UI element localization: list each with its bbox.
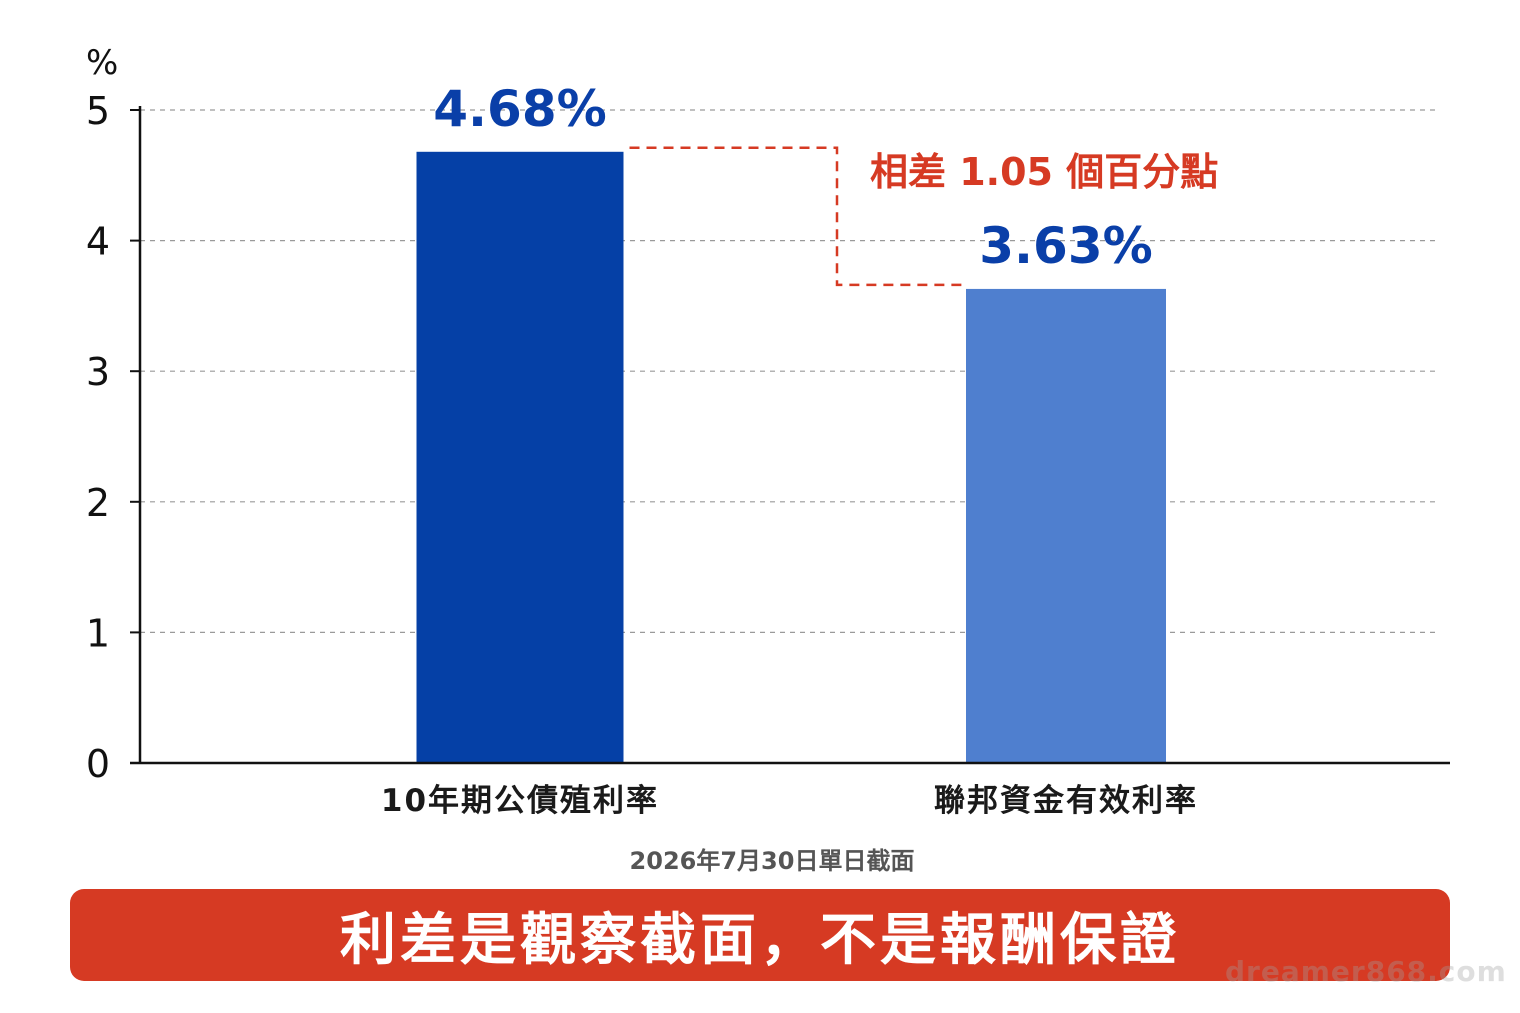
grid-lines [140,109,1440,634]
y-tick-label: 0 [86,742,110,786]
watermark: dreamer868.com [1225,955,1507,988]
bars: 4.68% 3.63% [416,80,1166,764]
axes [130,106,1450,765]
category-label-1: 10年期公債殖利率 [381,783,659,819]
value-label-2: 3.63% [979,217,1152,275]
category-labels: 10年期公債殖利率 聯邦資金有效利率 [381,783,1198,819]
y-axis-unit-label: % [86,43,118,83]
y-tick-label: 5 [86,89,110,133]
value-label-1: 4.68% [433,80,606,138]
bar-1 [416,151,624,764]
y-tick-label: 4 [86,220,110,264]
y-tick-label: 1 [86,611,110,655]
difference-bracket [629,146,964,287]
y-tick-label: 3 [86,350,110,394]
summary-banner: 利差是觀察截面，不是報酬保證 [70,889,1450,981]
y-axis-ticks: 0 1 2 3 4 5 [86,89,140,786]
date-note: 2026年7月30日單日截面 [630,847,915,875]
bar-2 [966,288,1166,763]
difference-annotation: 相差 1.05 個百分點 [629,146,1218,287]
y-tick-label: 2 [86,481,110,525]
difference-label: 相差 1.05 個百分點 [870,150,1218,194]
category-label-2: 聯邦資金有效利率 [934,783,1198,819]
